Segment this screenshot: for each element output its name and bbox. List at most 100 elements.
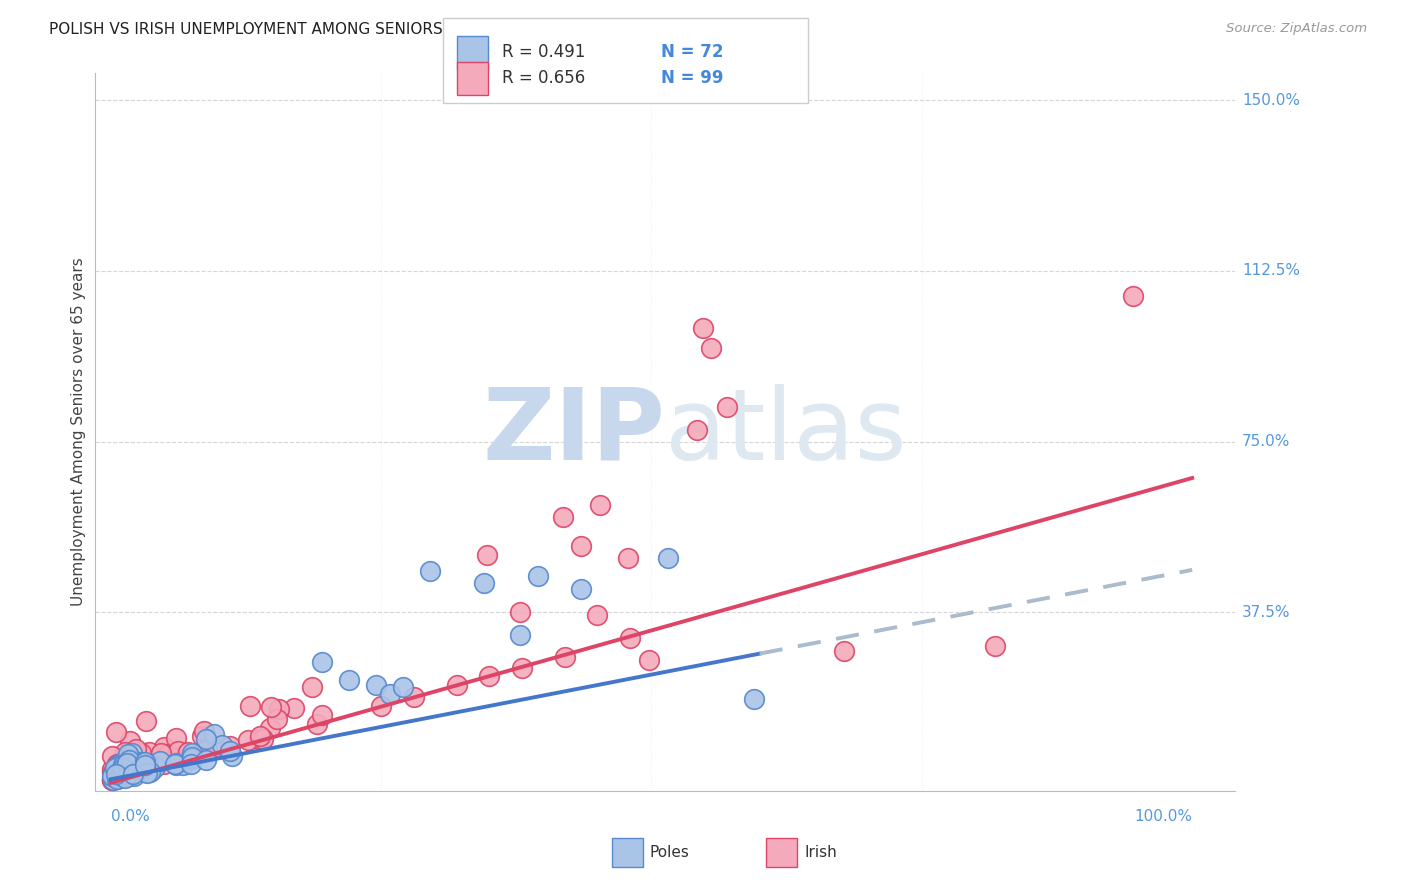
Point — [139, 764, 162, 779]
Point — [177, 745, 200, 759]
Point — [131, 764, 153, 779]
Point — [195, 742, 218, 756]
Point — [128, 764, 150, 779]
Point — [136, 757, 159, 772]
Point — [124, 755, 146, 769]
Point — [104, 760, 127, 774]
Point — [135, 764, 157, 779]
Point — [112, 761, 135, 775]
Point — [134, 764, 156, 778]
Point — [311, 708, 333, 723]
Point — [108, 771, 131, 785]
Point — [124, 742, 146, 756]
Point — [105, 772, 128, 786]
Point — [247, 731, 270, 746]
Point — [165, 757, 187, 772]
Point — [141, 756, 163, 771]
Point — [370, 699, 392, 714]
Point — [221, 749, 243, 764]
Point — [569, 539, 592, 553]
Point — [110, 767, 132, 781]
Text: R = 0.491: R = 0.491 — [502, 43, 585, 61]
Point — [117, 747, 139, 762]
Point — [105, 756, 128, 771]
Point — [101, 772, 124, 787]
Point — [267, 702, 290, 716]
Point — [283, 700, 305, 714]
Point — [118, 753, 141, 767]
Point — [180, 752, 202, 766]
Text: R = 0.656: R = 0.656 — [502, 70, 585, 87]
Point — [120, 747, 142, 762]
Point — [118, 755, 141, 769]
Point — [616, 550, 638, 565]
Point — [104, 764, 127, 779]
Point — [301, 680, 323, 694]
Point — [110, 756, 132, 770]
Point — [984, 640, 1007, 654]
Point — [101, 772, 124, 786]
Point — [364, 678, 387, 692]
Point — [569, 582, 592, 597]
Point — [252, 732, 274, 747]
Point — [134, 756, 156, 770]
Point — [181, 750, 204, 764]
Point — [101, 766, 124, 780]
Point — [700, 341, 723, 355]
Point — [105, 766, 128, 780]
Point — [143, 758, 166, 772]
Point — [179, 746, 201, 760]
Point — [181, 747, 204, 761]
Point — [107, 771, 129, 785]
Point — [142, 758, 165, 772]
Point — [115, 756, 138, 770]
Point — [110, 767, 132, 781]
Point — [157, 747, 180, 762]
Point — [638, 653, 661, 667]
Point — [111, 766, 134, 780]
Point — [249, 729, 271, 743]
Point — [402, 690, 425, 705]
Point — [554, 649, 576, 664]
Point — [172, 758, 194, 772]
Point — [114, 770, 136, 784]
Point — [115, 764, 138, 778]
Point — [165, 756, 187, 771]
Point — [509, 605, 531, 619]
Point — [105, 767, 128, 781]
Point — [138, 745, 160, 759]
Point — [108, 756, 131, 771]
Point — [219, 739, 242, 753]
Point — [509, 628, 531, 642]
Point — [121, 767, 143, 781]
Point — [115, 767, 138, 781]
Point — [551, 509, 574, 524]
Text: ZIP: ZIP — [482, 384, 665, 481]
Point — [153, 756, 176, 771]
Point — [153, 740, 176, 755]
Point — [101, 773, 124, 788]
Point — [105, 772, 128, 787]
Point — [125, 756, 148, 770]
Point — [122, 769, 145, 783]
Point — [112, 760, 135, 774]
Point — [104, 770, 127, 784]
Text: N = 72: N = 72 — [661, 43, 723, 61]
Point — [446, 678, 468, 692]
Point — [135, 714, 157, 728]
Point — [180, 746, 202, 760]
Point — [136, 764, 159, 778]
Point — [1122, 289, 1144, 303]
Point — [195, 754, 218, 768]
Point — [239, 699, 262, 714]
Point — [115, 756, 138, 771]
Point — [832, 644, 855, 658]
Point — [184, 747, 207, 762]
Point — [108, 768, 131, 782]
Point — [101, 748, 124, 763]
Point — [124, 764, 146, 778]
Point — [129, 755, 152, 769]
Point — [101, 769, 124, 783]
Point — [692, 321, 714, 335]
Text: 75.0%: 75.0% — [1241, 434, 1291, 449]
